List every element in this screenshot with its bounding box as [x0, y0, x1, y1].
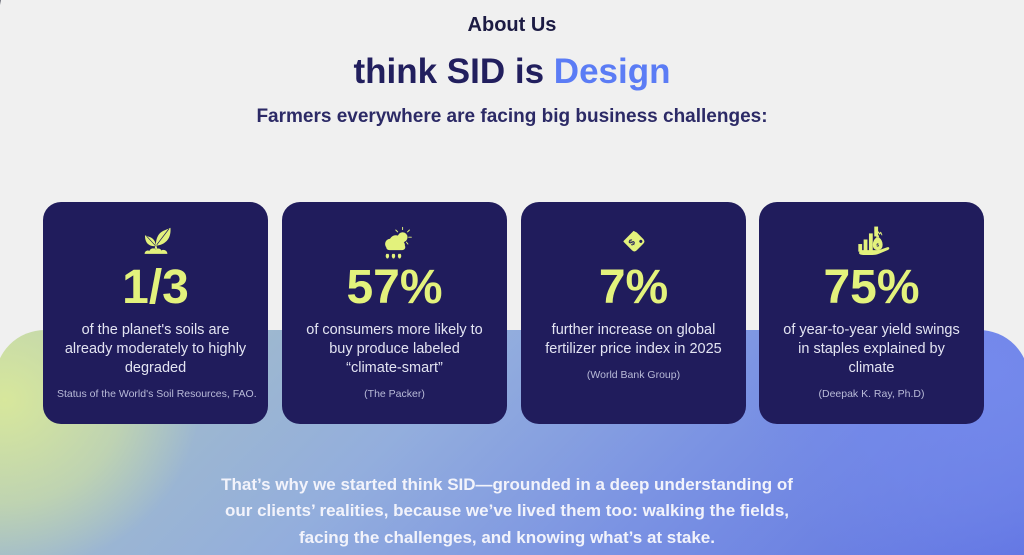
- svg-text:$: $: [876, 243, 879, 249]
